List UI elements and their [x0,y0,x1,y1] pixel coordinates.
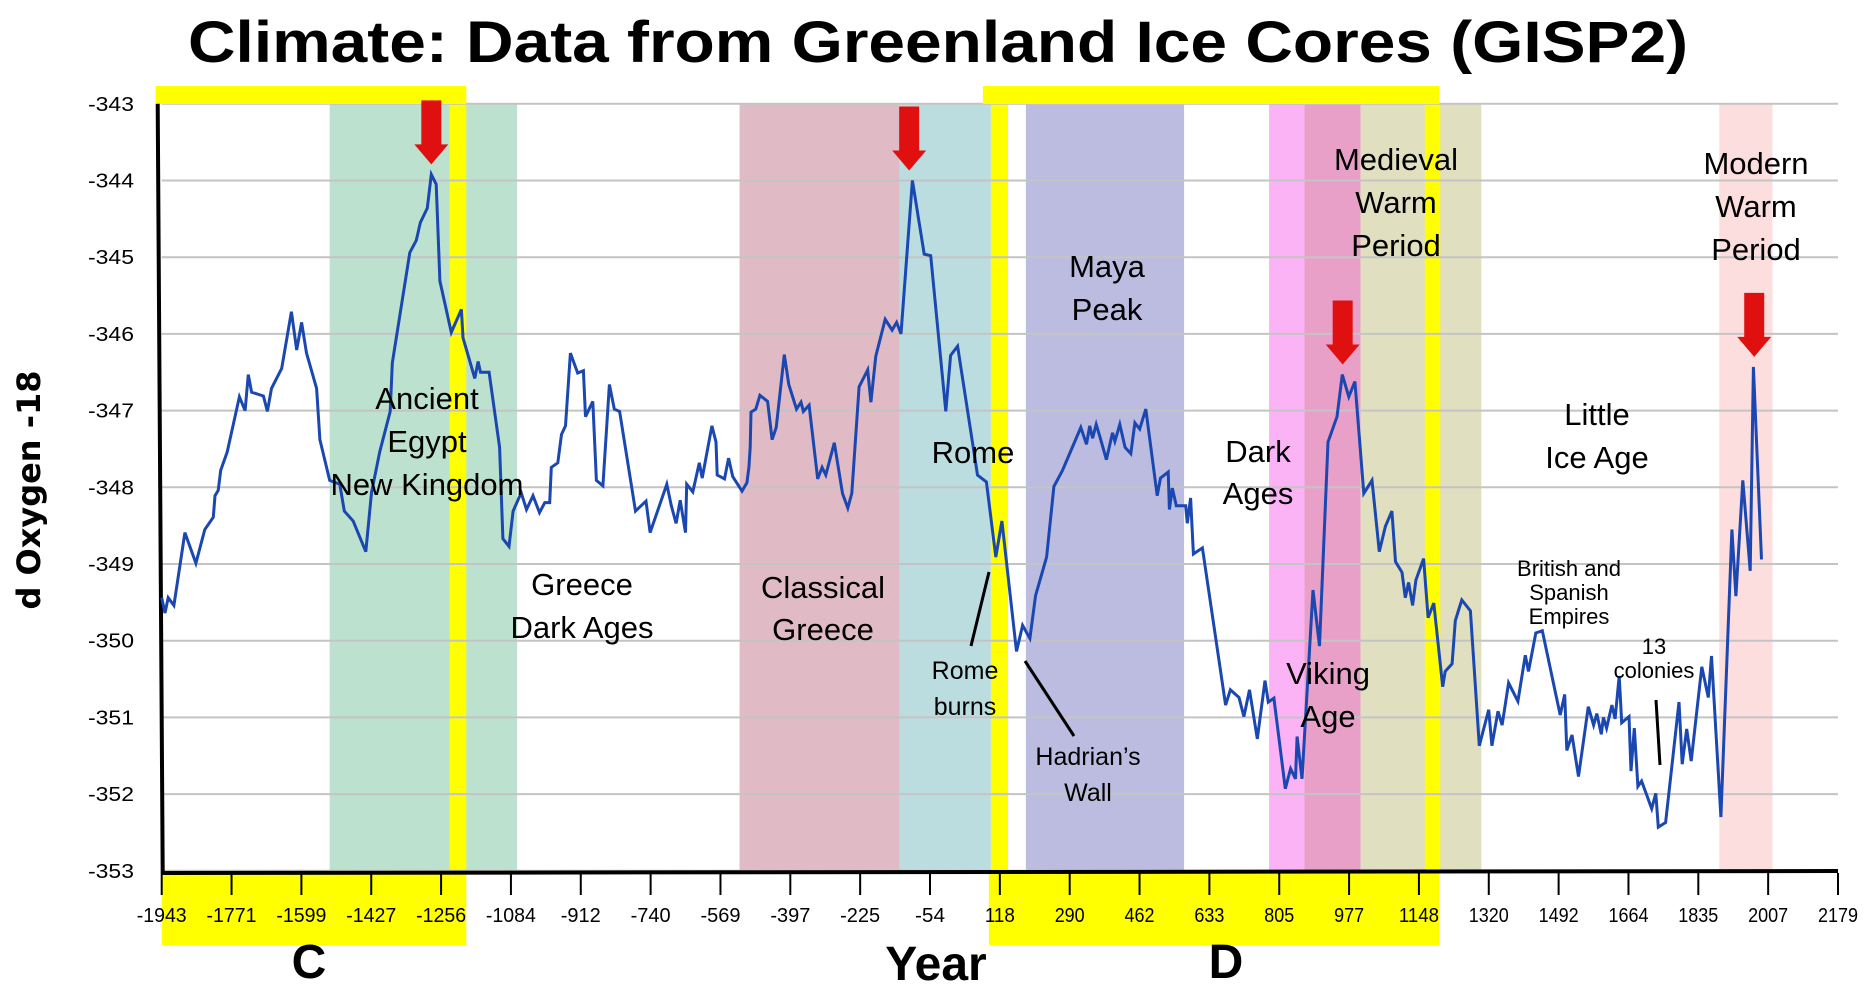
tick-labels: -343 -344 -345 -346 -347 -348 -349 -350 -351 -352… [88,94,1858,927]
annotation-label: Period [1351,228,1441,263]
annotation-label: Ice Age [1545,440,1648,475]
x-tick-label: 1664 [1608,905,1648,927]
highlight-bars [155,86,1440,945]
x-tick-label: -225 [840,905,880,927]
x-axis-line [161,869,1839,875]
y-tick-label: -347 [88,401,134,423]
y-tick-label: -350 [88,631,134,653]
x-tick-label: -1771 [207,905,257,927]
annotation-label: Rome [932,657,999,685]
x-tick-label: 1835 [1678,905,1718,927]
y-tick-label: -352 [88,784,134,806]
x-tick-label: -1943 [137,905,187,927]
x-tick-label: 462 [1125,905,1155,927]
section-marker-d: D [1209,936,1244,989]
highlight-bar-top [155,86,467,104]
x-tick-label: -397 [770,905,810,927]
red-arrow-icon [1737,292,1772,357]
highlight-bar-top [982,86,1440,104]
annotation-label: Warm [1715,189,1797,224]
annotation-label: Viking [1286,656,1370,691]
section-marker-c: C [292,936,327,989]
red-arrow-icon [892,106,927,171]
axes [155,103,1839,895]
annotation-label: Empires [1529,604,1610,629]
annotation-pointers [969,571,1662,766]
x-tick-label: -912 [561,905,601,927]
annotation-label: Hadrian’s [1035,743,1140,771]
x-tick-label: -1256 [416,905,466,927]
annotation-label: Modern [1703,146,1808,181]
x-tick-label: 1320 [1469,905,1509,927]
highlight-bar-bottom [988,873,1440,945]
red-arrow-icon [1325,300,1360,365]
x-tick-label: 118 [985,905,1015,927]
annotation-label: Dark [1225,434,1291,469]
annotation-label: Dark Ages [510,610,653,645]
x-tick-label: -569 [700,905,740,927]
y-tick-label: -349 [88,554,134,576]
y-axis-line [155,103,165,874]
annotation-label: Greece [772,612,874,647]
x-tick-label: -1427 [346,905,396,927]
annotation-label: Peak [1072,292,1143,327]
x-tick-label: 805 [1264,905,1294,927]
annotation-label: Medieval [1334,142,1458,177]
annotation-label: 13 [1642,634,1666,659]
annotation-label: Ages [1223,476,1294,511]
annotation-label: Ancient [375,381,479,416]
annotation-label: Rome [932,435,1015,470]
annotations: Ancient Egypt New Kingdom Greece Dark Ages Cl… [331,142,1809,807]
y-axis-label: d Oxygen -18 [10,370,48,609]
x-tick-label: 1148 [1399,905,1439,927]
red-arrow-icon [414,100,449,165]
annotation-label: New Kingdom [331,467,524,502]
y-tick-label: -346 [88,324,134,346]
annotation-label: colonies [1614,658,1695,683]
y-tick-label: -344 [88,171,134,193]
x-tick-label: 2179 [1818,905,1858,927]
annotation-label: Period [1711,232,1801,267]
chart-title: Climate: Data from Greenland Ice Cores (… [188,10,1688,75]
y-tick-label: -353 [88,861,134,883]
colonies-pointer [1654,699,1662,766]
data-line [160,169,1763,830]
hadrians-wall-pointer [1023,660,1076,737]
annotation-label: British and [1517,556,1621,581]
peak-arrows [414,100,1772,365]
y-tick-label: -348 [88,477,134,499]
annotation-label: Egypt [387,424,467,459]
annotation-label: Greece [531,567,633,602]
x-tick-label: 290 [1055,905,1085,927]
annotation-label: Classical [761,570,885,605]
x-tick-label: 1492 [1539,905,1579,927]
x-tick-label: 633 [1194,905,1224,927]
annotation-label: burns [934,693,997,721]
annotation-label: Age [1300,699,1355,734]
y-tick-label: -343 [88,94,134,116]
x-tick-label: -1599 [276,905,326,927]
annotation-label: Wall [1064,779,1112,807]
x-axis-label: Year [885,938,986,991]
annotation-label: Warm [1355,185,1437,220]
annotation-label: Spanish [1529,580,1609,605]
annotation-label: Little [1564,397,1629,432]
series-line [160,169,1763,830]
x-tick-label: 2007 [1748,905,1788,927]
highlight-bar-bottom [161,873,467,945]
x-tick-label: -1084 [486,905,536,927]
x-tick-label: -740 [631,905,671,927]
x-tick-label: 977 [1334,905,1364,927]
y-tick-label: -351 [88,707,134,729]
annotation-label: Maya [1069,249,1146,284]
y-tick-label: -345 [88,247,134,269]
x-tick-label: -54 [915,905,945,927]
rome-burns-pointer [969,571,991,647]
